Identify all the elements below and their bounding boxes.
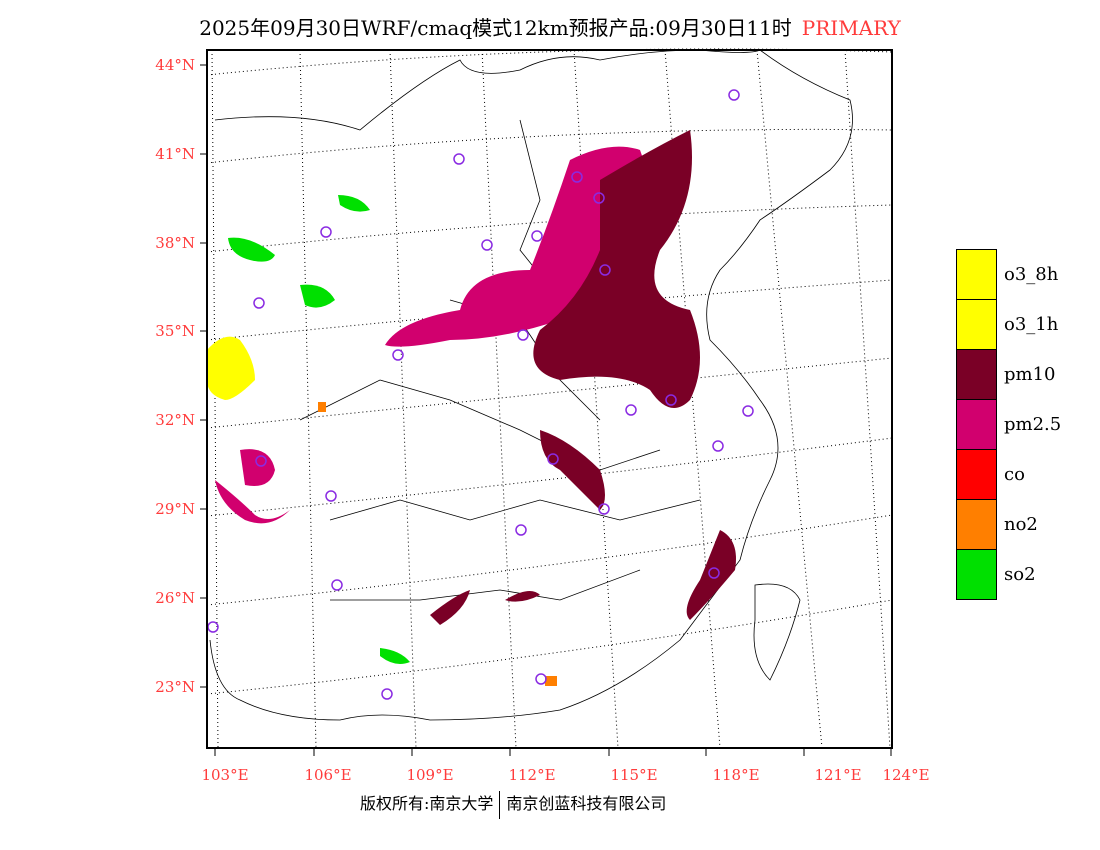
lon-label: 109°E <box>406 766 454 784</box>
map-frame <box>206 49 893 749</box>
lon-label: 121°E <box>814 766 862 784</box>
pm25-area-sw <box>215 480 290 524</box>
title-text: 2025年09月30日WRF/cmaq模式12km预报产品:09月30日11时 <box>199 16 792 40</box>
graticule <box>206 48 893 749</box>
legend-item: pm2.5 <box>956 399 1061 449</box>
lat-label: 26°N <box>155 589 195 607</box>
legend-item: o3_8h <box>956 249 1061 299</box>
legend-label: co <box>1004 463 1025 485</box>
pm10-area-north <box>533 130 700 408</box>
legend-swatch <box>956 399 997 449</box>
legend-item: o3_1h <box>956 299 1061 349</box>
legend-swatch <box>956 249 997 299</box>
legend-item: pm10 <box>956 349 1061 399</box>
lon-label: 118°E <box>712 766 760 784</box>
lat-label: 35°N <box>155 322 195 340</box>
map-title: 2025年09月30日WRF/cmaq模式12km预报产品:09月30日11时 P… <box>0 12 1100 41</box>
pm10-area-coast <box>686 530 736 620</box>
legend-label: o3_1h <box>1004 313 1059 335</box>
lat-label: 44°N <box>155 56 195 74</box>
legend-label: pm10 <box>1004 363 1056 385</box>
legend-swatch <box>956 299 997 349</box>
so2-area-south <box>380 648 410 664</box>
footer-divider <box>499 790 501 819</box>
legend-swatch <box>956 499 997 549</box>
legend-label: no2 <box>1004 513 1038 535</box>
legend-item: no2 <box>956 499 1061 549</box>
legend-swatch <box>956 548 997 600</box>
lat-label: 23°N <box>155 678 195 696</box>
legend-item: so2 <box>956 548 1061 600</box>
lon-label: 106°E <box>304 766 352 784</box>
copyright-right: 南京创蓝科技有限公司 <box>506 794 667 813</box>
lat-label: 38°N <box>155 234 195 252</box>
lat-label: 29°N <box>155 500 195 518</box>
axis-ticks <box>200 64 892 756</box>
pm10-area-south <box>430 590 540 625</box>
legend-label: so2 <box>1004 563 1036 585</box>
lon-label: 115°E <box>610 766 658 784</box>
legend-swatch <box>956 349 997 399</box>
no2-spot <box>545 676 557 686</box>
pm10-area-central <box>540 430 605 510</box>
title-mode: PRIMARY <box>801 16 901 40</box>
so2-area-north <box>338 195 370 212</box>
legend-item: co <box>956 449 1061 499</box>
lat-label: 41°N <box>155 145 195 163</box>
copyright-left: 版权所有:南京大学 <box>360 794 494 813</box>
pm25-area-sichuan <box>240 449 275 486</box>
copyright-footer: 版权所有:南京大学 南京创蓝科技有限公司 <box>360 790 666 819</box>
legend: o3_8h o3_1h pm10 pm2.5 co no2 so2 <box>956 249 1061 600</box>
legend-swatch <box>956 449 997 499</box>
lon-label: 124°E <box>882 766 930 784</box>
lon-label: 112°E <box>508 766 556 784</box>
so2-area-nw <box>228 237 275 262</box>
no2-spot <box>318 402 326 412</box>
monitoring-sites <box>207 89 754 700</box>
o3-area-west <box>207 336 255 400</box>
pollutant-areas <box>207 130 736 686</box>
legend-label: pm2.5 <box>1004 413 1062 435</box>
legend-label: o3_8h <box>1004 263 1059 285</box>
lon-label: 103°E <box>201 766 249 784</box>
lat-label: 32°N <box>155 411 195 429</box>
boundaries <box>209 49 853 721</box>
so2-area-nw2 <box>300 284 335 308</box>
